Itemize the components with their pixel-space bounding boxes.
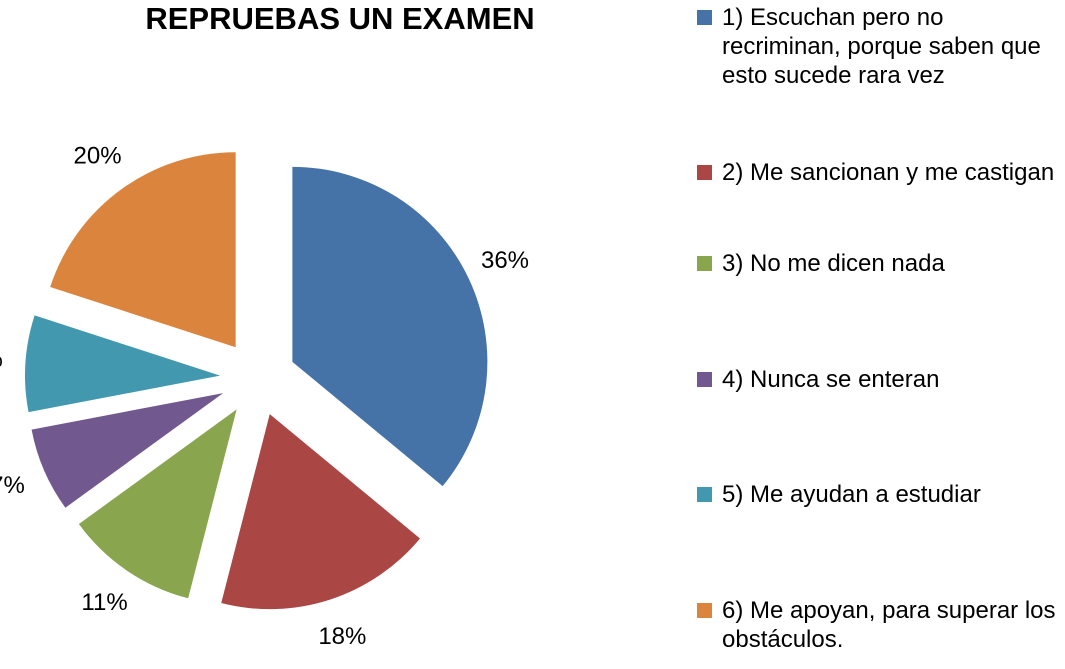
pie-slice [31, 393, 224, 508]
legend-item: 6) Me apoyan, para superar los obstáculo… [697, 596, 1057, 654]
pie-slice [78, 409, 237, 599]
pie-slice [292, 166, 488, 487]
legend-swatch [697, 487, 712, 502]
legend-label: 2) Me sancionan y me castigan [722, 159, 1055, 186]
pie-slice [221, 414, 420, 610]
legend-item: 1) Escuchan pero no recriminan, porque s… [697, 3, 1057, 90]
legend-label: 4) Nunca se enteran [722, 366, 940, 393]
legend-item: 2) Me sancionan y me castigan [697, 158, 1057, 187]
legend-label: 6) Me apoyan, para superar los obstáculo… [722, 597, 1056, 653]
data-label: 20% [74, 142, 122, 169]
data-label: 18% [318, 623, 366, 650]
chart-title: REPRUEBAS UN EXAMEN [145, 1, 534, 36]
legend-swatch [697, 165, 712, 180]
legend-item: 3) No me dicen nada [697, 249, 1057, 278]
pie-slice [50, 152, 236, 348]
legend-swatch [697, 372, 712, 387]
data-label: 11% [81, 589, 127, 616]
data-label: 7% [0, 472, 25, 499]
legend-item: 4) Nunca se enteran [697, 365, 1057, 394]
data-label: 8% [0, 346, 3, 373]
pie-slice [25, 315, 221, 413]
legend-item: 5) Me ayudan a estudiar [697, 480, 1057, 509]
legend-label: 5) Me ayudan a estudiar [722, 481, 981, 508]
legend-swatch [697, 603, 712, 618]
legend-swatch [697, 256, 712, 271]
legend-swatch [697, 10, 712, 25]
legend-label: 3) No me dicen nada [722, 250, 945, 277]
data-label: 36% [481, 247, 529, 274]
legend-label: 1) Escuchan pero no recriminan, porque s… [722, 4, 1041, 89]
